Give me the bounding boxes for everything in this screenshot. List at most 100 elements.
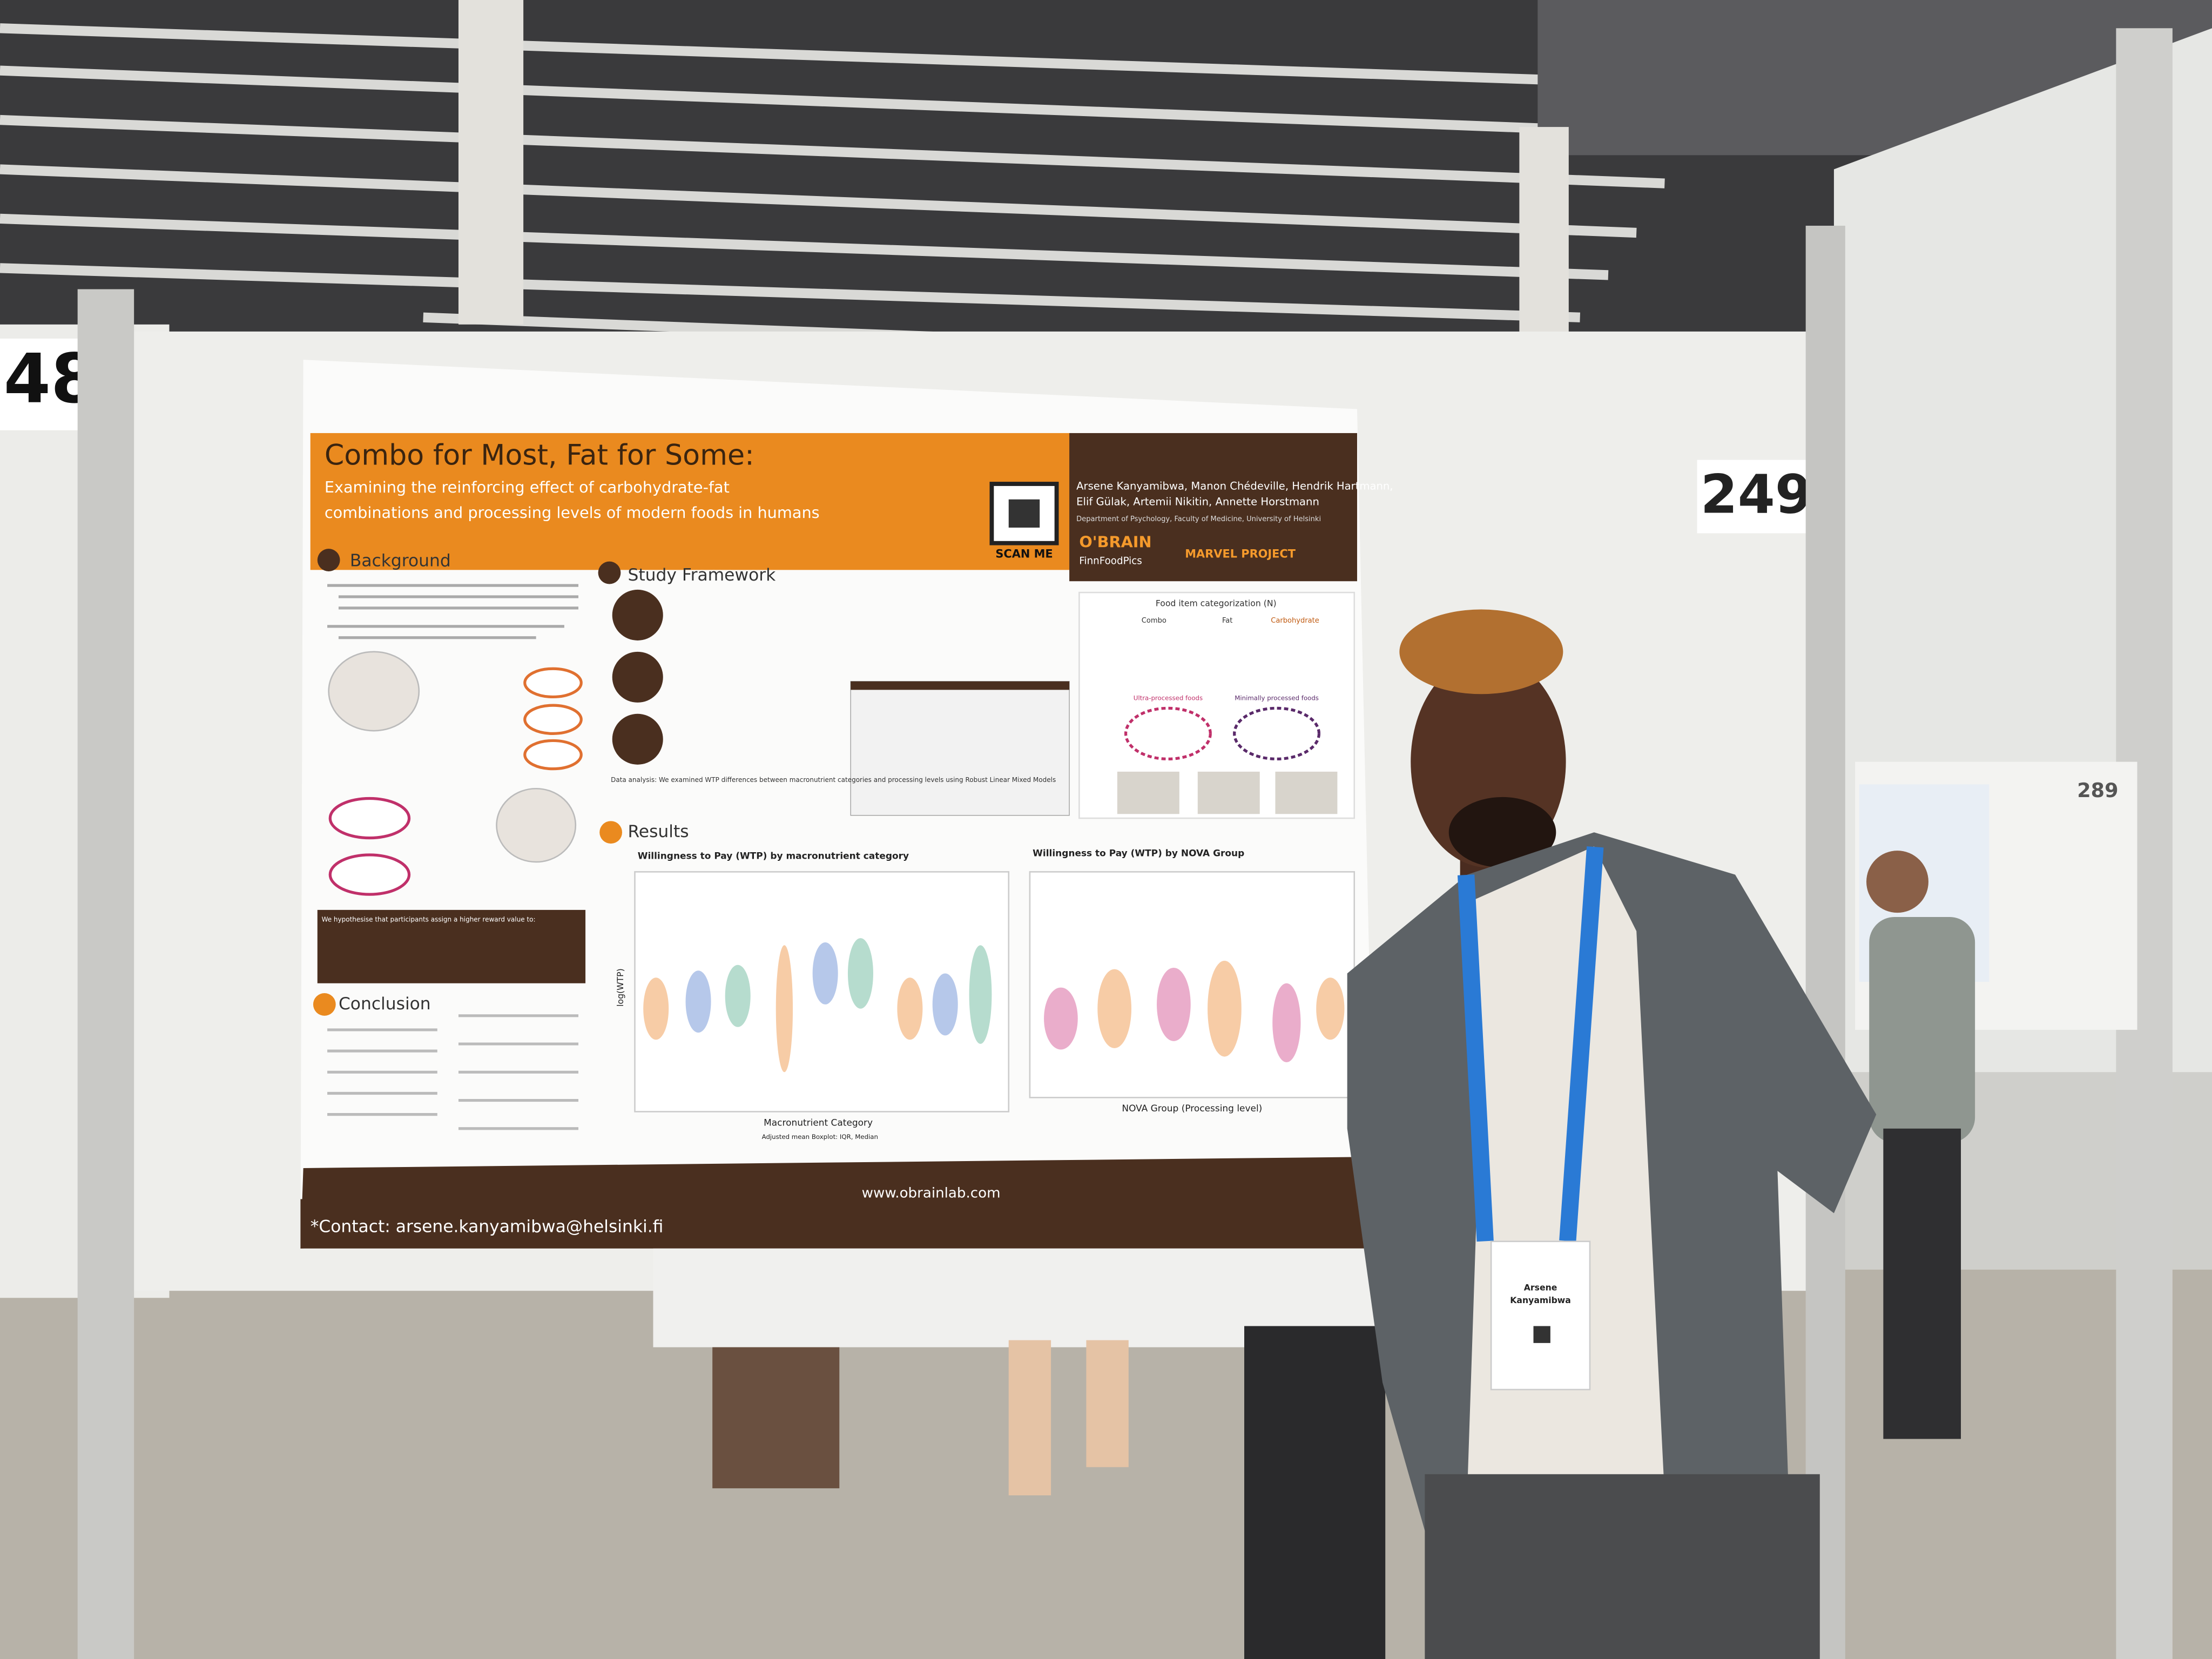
processing-label: Minimally processed foods	[1235, 694, 1319, 702]
authors: Elif Gülak, Artemii Nikitin, Annette Hor…	[1076, 495, 1319, 508]
violin-plots	[932, 973, 958, 1036]
food-photo	[1117, 771, 1179, 814]
food-oval	[523, 739, 583, 771]
poster-subtitle: Examining the reinforcing effect of carb…	[325, 478, 730, 496]
person-legs	[1086, 1340, 1129, 1467]
section-heading: Conclusion	[339, 994, 431, 1014]
logo: O'BRAIN	[1079, 533, 1151, 551]
food-label: Carbohydrate	[1271, 617, 1319, 625]
section-heading: Background	[350, 551, 451, 571]
pillar	[458, 0, 524, 325]
badge-name: Arsene	[1524, 1282, 1557, 1292]
authors: Arsene Kanyamibwa, Manon Chédeville, Hen…	[1076, 480, 1393, 493]
section-icon	[317, 549, 340, 571]
violin-plots	[1208, 960, 1242, 1057]
poster-subtitle: combinations and processing levels of mo…	[325, 503, 820, 522]
body-text-lines	[327, 584, 579, 639]
website: www.obrainlab.com	[862, 1185, 1001, 1201]
ceiling-slats	[0, 23, 1693, 90]
violin-plots	[969, 945, 992, 1044]
framework-icon	[612, 589, 663, 640]
chart-title: Willingness to Pay (WTP) by macronutrien…	[638, 851, 909, 862]
x-axis-label: NOVA Group (Processing level)	[1122, 1103, 1262, 1114]
person-legs	[1883, 1128, 1961, 1439]
frame-post	[77, 289, 134, 1659]
brain-illustration	[328, 651, 420, 732]
food-photo	[1275, 771, 1338, 814]
contact: *Contact: arsene.kanyamibwa@helsinki.fi	[311, 1217, 664, 1237]
food-oval	[523, 704, 583, 735]
lanyard	[1457, 874, 1494, 1242]
booth-number: 289	[2077, 779, 2118, 802]
booth-number: 249	[1701, 463, 1812, 525]
framework-icon	[612, 651, 663, 703]
hypothesis-box	[317, 909, 586, 983]
badge-name: Kanyamibwa	[1510, 1295, 1571, 1305]
food-label: Fat	[1222, 617, 1232, 625]
body-text-lines	[327, 1014, 579, 1130]
violin-plots	[643, 938, 1345, 1073]
food-oval	[1233, 706, 1321, 760]
ceiling-slats	[0, 213, 1609, 280]
trousers	[1425, 1474, 1820, 1659]
violin-plots	[1272, 983, 1301, 1063]
poster-header-dark	[1069, 433, 1357, 582]
poster-header	[310, 433, 1073, 570]
framework-icon	[612, 713, 663, 765]
chart-panel	[1029, 871, 1355, 1098]
logo-sub: FinnFoodPics	[1079, 556, 1142, 567]
data-analysis: Data analysis: We examined WTP differenc…	[611, 776, 1056, 784]
section-icon	[313, 993, 336, 1016]
chart-legend: Adjusted mean Boxplot: IQR, Median	[762, 1133, 878, 1141]
person-legs	[1244, 1326, 1386, 1659]
violin-plots	[897, 977, 923, 1040]
hair	[1399, 609, 1563, 694]
qr-code-center	[1008, 499, 1040, 528]
violin-plots	[643, 977, 669, 1040]
food-oval	[523, 667, 583, 699]
processing-label: Ultra-processed foods	[1134, 694, 1203, 702]
food-oval	[328, 797, 411, 840]
ceiling-slats	[0, 65, 1694, 139]
violin-plots	[685, 970, 711, 1033]
chart-title: Willingness to Pay (WTP) by NOVA Group	[1033, 848, 1244, 859]
frame-post	[1805, 225, 1845, 1659]
violin-plots	[1157, 968, 1191, 1041]
ceiling-slats	[0, 164, 1637, 238]
ceiling-slats	[0, 114, 1665, 188]
section-heading: Results	[628, 822, 689, 841]
scan-label: SCAN ME	[995, 548, 1053, 561]
food-heading: Food item categorization (N)	[1156, 598, 1277, 609]
ceiling-slats	[0, 263, 1580, 322]
project-label: MARVEL PROJECT	[1185, 548, 1296, 561]
person-body	[1869, 916, 1975, 1143]
violin-plots	[1044, 987, 1078, 1050]
violin-plots	[1316, 977, 1345, 1040]
food-oval	[328, 853, 411, 896]
section-icon	[599, 821, 622, 844]
brain-illustration	[496, 787, 577, 863]
violin-plots	[775, 945, 793, 1073]
hypothesis: We hypothesise that participants assign …	[322, 916, 536, 923]
badge	[1490, 1240, 1591, 1391]
violin-plots	[812, 942, 838, 1004]
violin-plots	[725, 965, 751, 1027]
person-head	[1866, 851, 1928, 913]
x-axis-label: Macronutrient Category	[764, 1117, 873, 1128]
violin-plots	[1097, 969, 1132, 1048]
beard	[1448, 797, 1556, 868]
booth-number-bg	[1697, 460, 1810, 534]
poster-title: Combo for Most, Fat for Some:	[325, 439, 754, 471]
lanyard	[1559, 846, 1604, 1242]
section-icon	[598, 561, 621, 584]
person-legs	[712, 1347, 840, 1488]
stats-table	[850, 681, 1070, 816]
badge-qr	[1533, 1326, 1550, 1343]
violin-plots	[847, 938, 873, 1009]
y-axis-label: log(WTP)	[615, 968, 625, 1007]
poster-footer-band	[300, 1199, 1375, 1249]
affiliation: Department of Psychology, Faculty of Med…	[1076, 515, 1321, 523]
stats-table-header	[851, 681, 1070, 690]
